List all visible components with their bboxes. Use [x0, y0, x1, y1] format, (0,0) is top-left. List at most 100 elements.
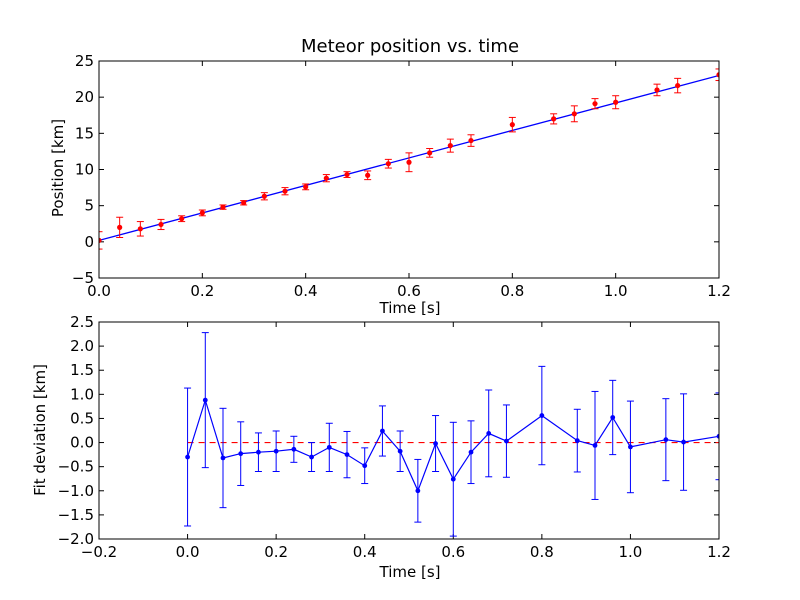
- data-point: [551, 116, 557, 122]
- y-tick-label: 0.5: [70, 409, 94, 427]
- chart-title: Meteor position vs. time: [301, 36, 519, 57]
- data-point: [613, 99, 619, 105]
- data-point: [415, 488, 421, 494]
- data-point: [427, 150, 433, 156]
- data-point: [681, 439, 686, 445]
- x-tick-label: 0.8: [500, 282, 524, 300]
- data-point: [323, 175, 329, 181]
- y-tick-label: −1.5: [58, 506, 94, 524]
- y-tick-label: −2.0: [58, 530, 94, 548]
- data-point: [486, 430, 492, 436]
- plot-frame-bottom: [98, 321, 720, 540]
- data-point: [450, 476, 456, 482]
- data-point: [716, 433, 719, 439]
- tick-group: 0.0 0.2 0.4 0.6 0.8 1.0 1.2 −5 0 5 10 15 20 25: [72, 52, 731, 300]
- y-tick-label: −1.0: [58, 482, 94, 500]
- data-point: [509, 122, 515, 128]
- data-point: [447, 143, 453, 149]
- data-point: [273, 448, 279, 454]
- data-point: [344, 171, 350, 178]
- position-plot: Meteor position vs. time Time [s] Positi…: [49, 36, 731, 317]
- x-tick-label: 0.4: [294, 282, 318, 300]
- x-tick-label: 1.0: [604, 282, 628, 300]
- marks-group: [184, 332, 719, 537]
- x-tick-label: 0.6: [441, 543, 465, 561]
- x-tick-label: 0.4: [353, 543, 377, 561]
- y-tick-label: 2.5: [70, 313, 94, 331]
- data-point: [380, 428, 385, 434]
- x-axis-label-top: Time [s]: [379, 299, 441, 317]
- data-point: [592, 101, 598, 107]
- data-point: [362, 463, 368, 469]
- data-point: [99, 237, 102, 243]
- y-tick-label: 5: [84, 197, 94, 215]
- data-point: [385, 161, 391, 167]
- data-point: [365, 172, 371, 178]
- x-tick-label: 0.8: [530, 543, 554, 561]
- data-point: [433, 441, 438, 446]
- data-point: [628, 444, 633, 450]
- data-point: [117, 224, 123, 230]
- x-tick-label: 1.2: [707, 543, 731, 561]
- y-axis-label-bottom: Fit deviation [km]: [31, 364, 49, 496]
- y-tick-label: 20: [75, 88, 94, 106]
- x-tick-label: 0.0: [176, 543, 200, 561]
- data-point: [241, 200, 247, 206]
- data-point: [238, 451, 244, 457]
- y-tick-label: 0: [84, 233, 94, 251]
- data-point: [261, 193, 267, 199]
- data-point: [675, 82, 681, 89]
- data-point: [309, 454, 314, 460]
- y-tick-label: 10: [75, 161, 94, 179]
- data-point: [326, 444, 332, 450]
- tick-group: −0.2 0.0 0.2 0.4 0.6 0.8 1.0 1.2 −2.0 −1.5 −1.0 −0.…: [58, 313, 731, 561]
- data-point: [663, 437, 669, 443]
- data-point: [303, 184, 309, 190]
- x-tick-label: 1.2: [707, 282, 731, 300]
- x-tick-label: −0.2: [81, 543, 117, 561]
- x-tick-label: 1.0: [618, 543, 642, 561]
- data-point: [468, 137, 474, 144]
- data-point: [137, 226, 143, 232]
- deviation-plot: Time [s] Fit deviation [km] −0.2 0.0 0.2 0.…: [31, 313, 731, 581]
- x-tick-label: 0.2: [264, 543, 288, 561]
- data-point: [202, 397, 208, 403]
- data-point: [344, 452, 350, 458]
- data-point: [468, 449, 474, 455]
- y-tick-label: 1.5: [70, 361, 94, 379]
- y-tick-label: −5: [72, 269, 94, 287]
- data-point: [185, 454, 190, 460]
- data-point: [220, 455, 226, 461]
- data-point: [199, 210, 205, 216]
- data-point: [716, 72, 719, 78]
- data-point: [574, 438, 580, 444]
- y-tick-label: −0.5: [58, 458, 94, 476]
- y-axis-label-top: Position [km]: [49, 119, 67, 217]
- data-point: [654, 87, 660, 93]
- data-point: [158, 221, 164, 228]
- marks-group: [99, 68, 719, 250]
- data-point: [220, 204, 226, 210]
- data-point: [592, 443, 598, 448]
- x-axis-label-bottom: Time [s]: [379, 563, 441, 581]
- x-tick-label: 0.2: [190, 282, 214, 300]
- data-point: [256, 449, 261, 455]
- y-tick-label: 1.0: [70, 385, 94, 403]
- plot-frame-top: [98, 60, 720, 279]
- data-point: [539, 413, 545, 418]
- y-tick-label: 15: [75, 124, 94, 142]
- data-point: [291, 446, 297, 452]
- y-tick-label: 25: [75, 52, 94, 70]
- data-point: [406, 159, 412, 165]
- x-tick-label: 0.0: [87, 282, 111, 300]
- data-point: [282, 188, 288, 194]
- y-tick-label: 0.0: [70, 434, 94, 452]
- data-point: [504, 438, 509, 444]
- plot-area-top: [99, 68, 719, 250]
- data-point: [610, 415, 616, 420]
- plot-area-bottom: [184, 332, 719, 537]
- x-tick-label: 0.6: [397, 282, 421, 300]
- data-point: [179, 216, 185, 222]
